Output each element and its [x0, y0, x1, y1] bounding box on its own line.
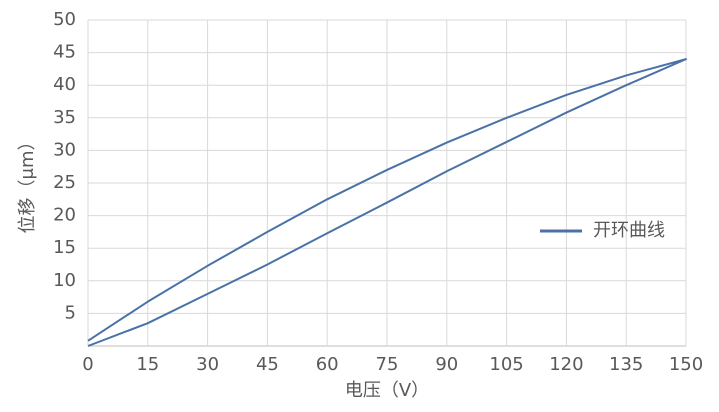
- legend-label: 开环曲线: [593, 220, 665, 241]
- x-axis-title: 电压（V）: [345, 380, 429, 401]
- y-tick-label: 30: [53, 139, 76, 160]
- y-tick-label: 50: [53, 9, 76, 30]
- y-tick-label: 5: [65, 302, 76, 323]
- x-tick-label: 90: [435, 354, 458, 375]
- x-tick-label: 30: [196, 354, 219, 375]
- x-tick-label: 120: [549, 354, 583, 375]
- y-tick-label: 15: [53, 237, 76, 258]
- y-tick-label: 20: [53, 205, 76, 226]
- y-tick-label: 45: [53, 42, 76, 63]
- x-tick-label: 0: [82, 354, 93, 375]
- series-line: [87, 58, 687, 347]
- y-tick-label: 25: [53, 172, 76, 193]
- x-tick-label: 150: [669, 354, 703, 375]
- x-tick-label: 135: [609, 354, 643, 375]
- x-tick-label: 105: [489, 354, 523, 375]
- y-tick-label: 40: [53, 74, 76, 95]
- x-tick-label: 60: [316, 354, 339, 375]
- x-tick-label: 15: [136, 354, 159, 375]
- y-tick-label: 10: [53, 270, 76, 291]
- y-axis-title: 位移（μm）: [17, 133, 38, 234]
- x-tick-label: 45: [256, 354, 279, 375]
- x-tick-label: 75: [376, 354, 399, 375]
- y-tick-label: 35: [53, 107, 76, 128]
